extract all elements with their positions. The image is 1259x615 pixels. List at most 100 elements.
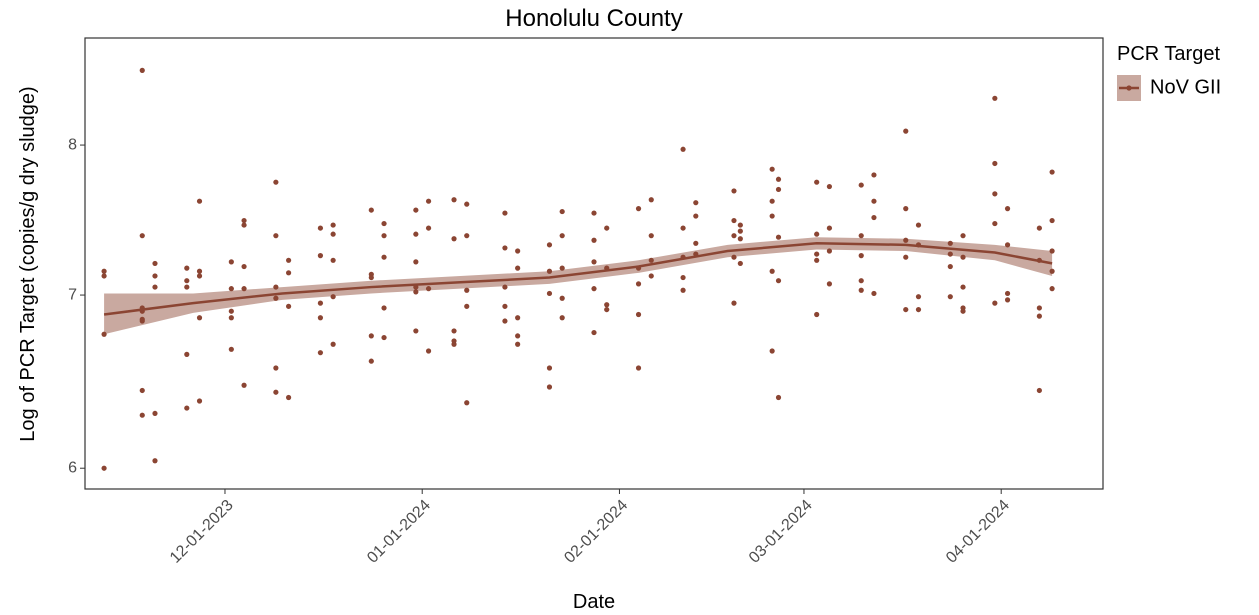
- x-tick-label: 01-01-2024: [364, 497, 434, 567]
- data-point: [101, 465, 107, 471]
- data-point: [317, 300, 324, 306]
- y-axis-label: Log of PCR Target (copies/g dry sludge): [17, 86, 39, 441]
- data-point: [731, 188, 737, 194]
- data-point: [737, 228, 743, 234]
- data-point: [559, 233, 565, 239]
- data-point: [858, 287, 864, 293]
- data-point: [451, 341, 457, 347]
- data-point: [826, 281, 833, 287]
- data-point: [502, 303, 508, 309]
- data-point: [451, 197, 457, 203]
- data-point: [680, 146, 686, 152]
- data-point: [871, 290, 877, 297]
- data-point: [591, 237, 597, 243]
- data-point: [1004, 290, 1011, 297]
- legend-title: PCR Target: [1117, 43, 1220, 65]
- data-point: [814, 311, 820, 318]
- data-point: [425, 225, 432, 231]
- data-point: [648, 273, 654, 279]
- data-point: [273, 389, 279, 395]
- data-point: [903, 254, 909, 260]
- data-point: [871, 214, 877, 221]
- data-point: [915, 306, 922, 313]
- data-point: [413, 207, 419, 213]
- data-point: [273, 365, 279, 371]
- data-point: [559, 295, 565, 301]
- data-point: [731, 254, 737, 260]
- data-point: [947, 251, 953, 257]
- data-point: [502, 318, 508, 324]
- data-point: [228, 259, 234, 265]
- data-point: [915, 294, 922, 300]
- data-point: [184, 265, 190, 271]
- data-point: [814, 251, 820, 257]
- data-point: [635, 206, 642, 212]
- data-point: [241, 286, 247, 292]
- data-point: [515, 341, 521, 347]
- data-point: [286, 303, 292, 309]
- data-point: [152, 458, 158, 464]
- data-point: [228, 346, 234, 352]
- data-point: [317, 225, 324, 231]
- data-point: [604, 225, 610, 231]
- data-point: [1036, 225, 1042, 231]
- data-point: [273, 179, 279, 185]
- data-point: [228, 286, 234, 292]
- data-point: [591, 259, 597, 265]
- x-axis-label: Date: [573, 591, 615, 613]
- data-point: [693, 200, 699, 206]
- data-point: [152, 273, 158, 279]
- data-point: [635, 365, 642, 371]
- data-point: [515, 333, 521, 339]
- data-point: [915, 222, 922, 228]
- data-point: [769, 348, 775, 354]
- data-point: [273, 284, 279, 290]
- data-point: [464, 287, 470, 293]
- data-point: [769, 268, 775, 274]
- data-point: [731, 217, 737, 224]
- data-point: [381, 334, 387, 341]
- data-point: [330, 294, 336, 300]
- data-point: [871, 198, 877, 204]
- data-point: [960, 308, 966, 314]
- data-point: [903, 306, 909, 313]
- data-point: [559, 208, 565, 215]
- data-point: [139, 412, 145, 418]
- data-point: [814, 179, 820, 185]
- data-point: [1049, 286, 1055, 292]
- data-point: [947, 294, 953, 300]
- data-point: [368, 333, 374, 339]
- data-point: [184, 405, 190, 411]
- data-point: [775, 278, 782, 284]
- data-point: [184, 351, 190, 357]
- data-point: [947, 240, 953, 246]
- data-point: [680, 287, 686, 293]
- data-point: [101, 268, 107, 274]
- data-point: [139, 318, 145, 324]
- data-point: [152, 284, 158, 290]
- data-point: [502, 245, 508, 251]
- data-point: [273, 233, 279, 239]
- data-point: [184, 284, 190, 290]
- data-point: [992, 300, 998, 306]
- chart-title: Honolulu County: [505, 5, 682, 32]
- data-point: [330, 222, 336, 228]
- data-point: [241, 217, 247, 224]
- data-point: [947, 263, 953, 270]
- data-point: [693, 240, 699, 246]
- data-point: [139, 233, 145, 239]
- data-point: [960, 254, 966, 260]
- legend-point: [1126, 85, 1132, 91]
- data-point: [591, 329, 597, 336]
- data-point: [381, 254, 387, 260]
- data-point: [317, 315, 324, 321]
- data-point: [464, 400, 470, 406]
- data-point: [826, 225, 833, 231]
- data-point: [464, 201, 470, 207]
- data-point: [992, 160, 998, 167]
- data-point: [381, 220, 387, 227]
- data-point: [286, 394, 292, 401]
- data-point: [1036, 387, 1042, 394]
- data-point: [731, 300, 737, 306]
